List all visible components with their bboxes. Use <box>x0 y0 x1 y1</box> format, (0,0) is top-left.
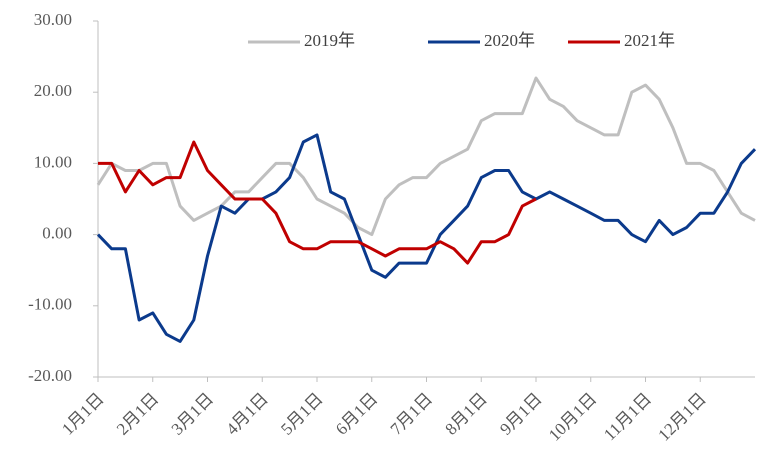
x-tick-label: 12月1日 <box>654 389 710 445</box>
series-line <box>98 140 537 265</box>
legend: 2019年 2020年 2021年 <box>248 31 675 50</box>
x-tick-label: 10月1日 <box>545 389 601 445</box>
x-tick-label: 3月1日 <box>168 389 217 438</box>
y-tick-label: 0.00 <box>42 224 72 243</box>
x-tick-label: 5月1日 <box>277 389 326 438</box>
legend-label: 2021年 <box>624 31 675 50</box>
series-line <box>96 76 756 237</box>
x-tick-label: 7月1日 <box>387 389 436 438</box>
series-line <box>96 133 757 343</box>
legend-label: 2020年 <box>484 31 535 50</box>
y-tick-label: 10.00 <box>34 152 72 171</box>
x-tick-label: 9月1日 <box>496 389 545 438</box>
y-tick-label: 20.00 <box>34 81 72 100</box>
y-tick-label: 30.00 <box>34 10 72 29</box>
y-tick-label: -20.00 <box>28 366 72 385</box>
x-tick-label: 8月1日 <box>441 389 490 438</box>
legend-label: 2019年 <box>304 31 355 50</box>
y-tick-label: -10.00 <box>28 295 72 314</box>
x-tick-label: 11月1日 <box>600 389 655 444</box>
x-tick-label: 1月1日 <box>58 389 107 438</box>
x-tick-label: 6月1日 <box>332 389 381 438</box>
x-tick-label: 2月1日 <box>113 389 162 438</box>
x-tick-label: 4月1日 <box>222 389 271 438</box>
